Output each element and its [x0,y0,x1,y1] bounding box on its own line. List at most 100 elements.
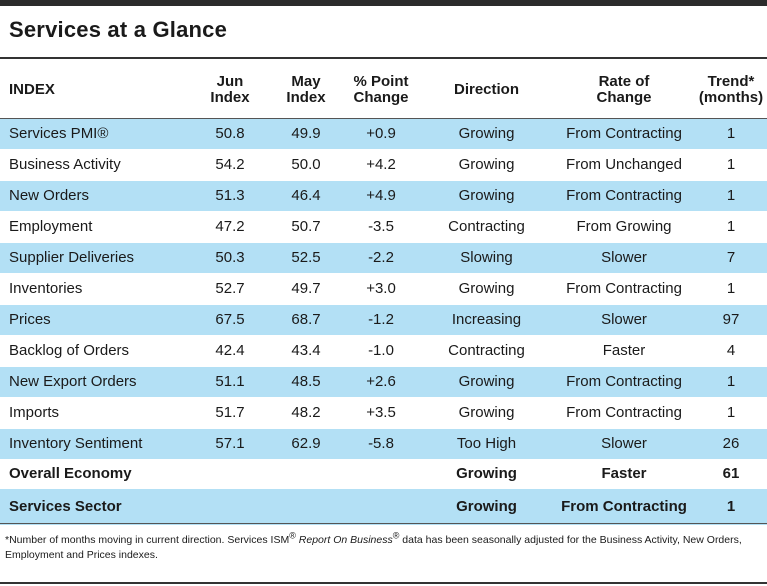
cell-rate: Slower [553,242,695,274]
cell-index: Services PMI® [0,118,190,150]
summary-cell-rate: From Contracting [553,489,695,525]
cell-may: 62.9 [270,428,342,459]
table-row: Prices 67.5 68.7 -1.2 Increasing Slower 97 [0,304,767,336]
cell-direction: Too High [420,428,553,459]
cell-trend: 1 [695,180,767,212]
header-rate: Rate of Change [596,72,652,106]
cell-change: +0.9 [342,118,420,150]
cell-jun: 57.1 [190,428,270,459]
header-may: May Index [286,72,326,106]
cell-change: +3.5 [342,397,420,429]
cell-index: Prices [0,304,190,336]
cell-trend: 1 [695,118,767,150]
cell-trend: 4 [695,335,767,367]
cell-rate: From Contracting [553,273,695,305]
cell-jun: 51.1 [190,366,270,398]
cell-index: New Orders [0,180,190,212]
cell-direction: Increasing [420,304,553,336]
summary-cell-rate: Faster [601,465,647,482]
cell-direction: Growing [420,118,553,150]
summary-row: Services Sector Growing From Contracting 1 [0,489,767,525]
cell-index: New Export Orders [0,366,190,398]
cell-rate: From Unchanged [553,149,695,181]
summary-cell-trend: 1 [695,489,767,525]
cell-change: +2.6 [342,366,420,398]
cell-change: +3.0 [342,273,420,305]
table-row: Inventory Sentiment 57.1 62.9 -5.8 Too High S… [0,428,767,459]
cell-may: 48.2 [270,397,342,429]
cell-rate: Slower [553,428,695,459]
header-index: INDEX [9,80,55,98]
cell-rate: Faster [553,335,695,367]
table-bottom-rule [0,523,767,524]
cell-jun: 50.3 [190,242,270,274]
bottom-rule [0,582,767,584]
cell-rate: From Contracting [553,118,695,150]
cell-may: 52.5 [270,242,342,274]
table-row: Backlog of Orders 42.4 43.4 -1.0 Contracting… [0,335,767,367]
cell-trend: 26 [695,428,767,459]
summary-row: Overall Economy Growing Faster 61 [0,459,767,489]
cell-direction: Growing [420,397,553,429]
cell-trend: 1 [695,397,767,429]
cell-rate: Slower [553,304,695,336]
cell-rate: From Growing [553,211,695,243]
cell-jun: 50.8 [190,118,270,150]
cell-index: Inventories [0,273,190,305]
cell-jun: 51.3 [190,180,270,212]
top-bar [0,0,767,6]
cell-change: -2.2 [342,242,420,274]
cell-change: -3.5 [342,211,420,243]
summary-cell-may [270,489,342,525]
cell-index: Supplier Deliveries [0,242,190,274]
header-trend: Trend* (months) [698,72,764,106]
cell-may: 50.7 [270,211,342,243]
summary-cell-direction: Growing [456,465,517,482]
table-row: Inventories 52.7 49.7 +3.0 Growing From Contr… [0,273,767,305]
page-title: Services at a Glance [9,17,228,42]
table-row: Supplier Deliveries 50.3 52.5 -2.2 Slowing Sl… [0,242,767,274]
header-change: % Point Change [353,72,409,106]
cell-trend: 1 [695,211,767,243]
cell-direction: Growing [420,180,553,212]
cell-trend: 7 [695,242,767,274]
cell-jun: 47.2 [190,211,270,243]
summary-cell-may [270,459,342,489]
summary-cell-index: Services Sector [0,489,190,525]
cell-direction: Growing [420,273,553,305]
summary-cell-direction: Growing [420,489,553,525]
cell-change: -5.8 [342,428,420,459]
cell-jun: 67.5 [190,304,270,336]
table-header-row: INDEX Jun Index May Index % Point Change Di… [0,61,767,119]
cell-direction: Contracting [420,335,553,367]
cell-index: Employment [0,211,190,243]
summary-cell-change [342,459,420,489]
cell-change: -1.2 [342,304,420,336]
cell-rate: From Contracting [553,397,695,429]
cell-may: 49.7 [270,273,342,305]
cell-may: 48.5 [270,366,342,398]
cell-direction: Slowing [420,242,553,274]
cell-change: +4.2 [342,149,420,181]
cell-jun: 54.2 [190,149,270,181]
cell-direction: Contracting [420,211,553,243]
cell-trend: 97 [695,304,767,336]
cell-jun: 51.7 [190,397,270,429]
cell-may: 43.4 [270,335,342,367]
cell-index: Inventory Sentiment [0,428,190,459]
cell-may: 50.0 [270,149,342,181]
summary-cell-jun [190,489,270,525]
table-row: Employment 47.2 50.7 -3.5 Contracting From Gr… [0,211,767,243]
cell-jun: 52.7 [190,273,270,305]
cell-may: 46.4 [270,180,342,212]
cell-index: Business Activity [0,149,190,181]
table-row: Business Activity 54.2 50.0 +4.2 Growing From… [0,149,767,181]
cell-may: 49.9 [270,118,342,150]
cell-rate: From Contracting [553,180,695,212]
summary-cell-jun [190,459,270,489]
cell-jun: 42.4 [190,335,270,367]
summary-cell-index: Overall Economy [9,465,132,482]
cell-change: -1.0 [342,335,420,367]
cell-trend: 1 [695,366,767,398]
services-table: INDEX Jun Index May Index % Point Change Di… [0,61,767,525]
